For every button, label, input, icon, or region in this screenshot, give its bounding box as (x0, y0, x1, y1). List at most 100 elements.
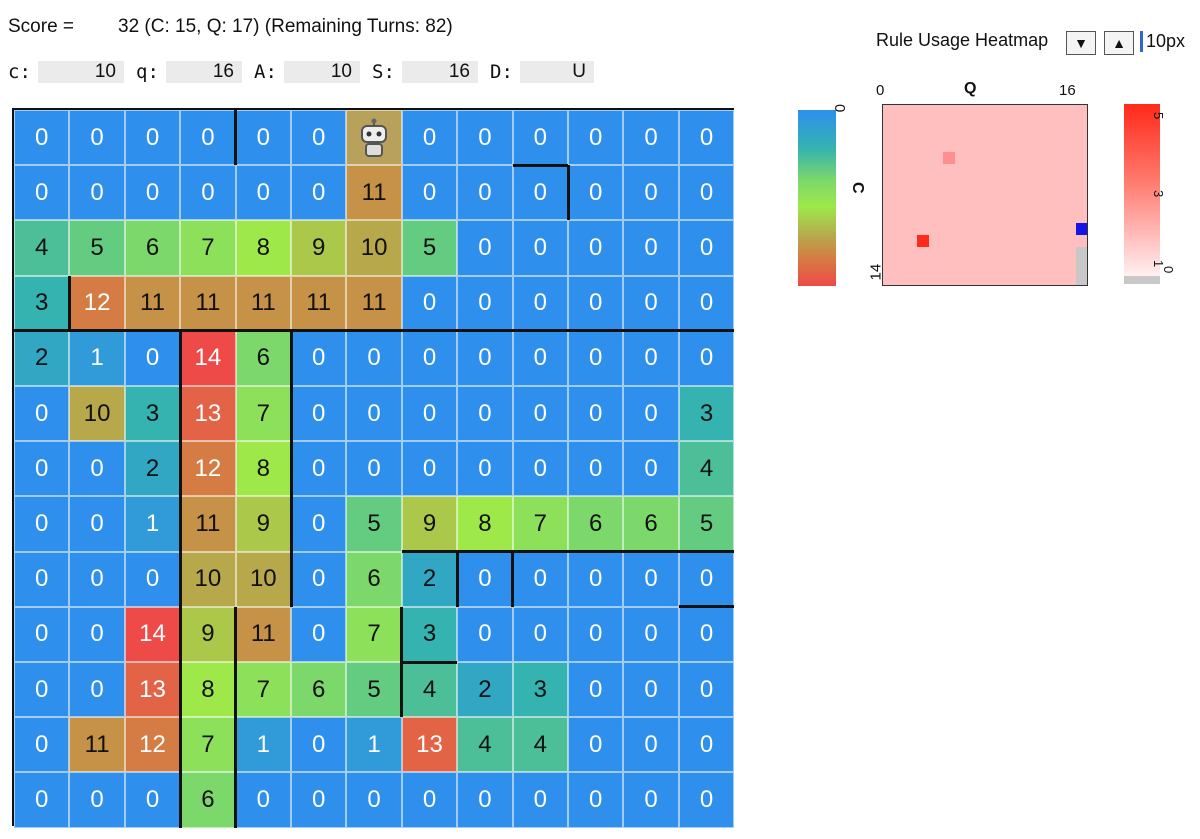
board-cell[interactable]: 13 (124, 662, 181, 718)
board-cell[interactable]: 0 (678, 330, 735, 386)
board-cell[interactable]: 1 (69, 330, 125, 386)
board-cell[interactable]: 6 (235, 330, 291, 386)
board-cell[interactable]: 2 (124, 441, 181, 497)
board-cell[interactable]: 0 (69, 165, 125, 221)
board-cell[interactable]: 0 (457, 441, 513, 497)
board-cell[interactable]: 0 (512, 330, 568, 386)
board-cell[interactable]: 0 (678, 165, 735, 221)
board-cell[interactable]: 0 (678, 220, 735, 276)
board-cell[interactable]: 0 (678, 551, 735, 607)
board-cell[interactable]: 0 (291, 110, 347, 166)
board-cell[interactable]: 0 (401, 330, 458, 386)
board-cell[interactable]: 0 (457, 386, 513, 442)
heatmap-size-input[interactable]: 10px (1140, 31, 1185, 52)
board-cell[interactable]: 11 (180, 275, 236, 331)
board-cell[interactable]: 0 (69, 662, 125, 718)
board-cell[interactable]: 0 (623, 606, 679, 662)
board-cell[interactable]: 0 (14, 662, 70, 718)
board-cell[interactable]: 0 (401, 386, 458, 442)
board-cell[interactable]: 0 (623, 441, 679, 497)
board-cell[interactable]: 0 (124, 551, 181, 607)
board-cell[interactable]: 9 (235, 496, 291, 552)
board-cell[interactable]: 7 (180, 220, 236, 276)
board-cell[interactable]: 0 (568, 662, 624, 718)
board-cell[interactable]: 0 (401, 441, 458, 497)
board-cell[interactable]: 0 (346, 386, 402, 442)
board-cell[interactable]: 0 (623, 772, 679, 828)
board-cell[interactable]: 0 (512, 551, 568, 607)
board-cell[interactable]: 11 (69, 717, 125, 773)
board-cell[interactable]: 0 (568, 220, 624, 276)
board-cell[interactable]: 11 (235, 606, 291, 662)
board-cell[interactable]: 0 (14, 606, 70, 662)
board-cell[interactable]: 0 (512, 275, 568, 331)
board-cell[interactable]: 12 (69, 275, 125, 331)
board-cell[interactable]: 0 (678, 275, 735, 331)
board-cell[interactable]: 0 (512, 386, 568, 442)
board-cell[interactable]: 5 (401, 220, 458, 276)
board-cell[interactable]: 14 (124, 606, 181, 662)
board-cell[interactable]: 13 (180, 386, 236, 442)
board-cell[interactable]: 0 (512, 220, 568, 276)
board-cell[interactable]: 0 (69, 441, 125, 497)
board-cell[interactable]: 11 (124, 275, 181, 331)
board-cell[interactable]: 0 (623, 110, 679, 166)
board-cell[interactable]: 0 (69, 496, 125, 552)
board-cell[interactable]: 0 (14, 441, 70, 497)
board-cell[interactable]: 11 (346, 275, 402, 331)
rule-usage-heatmap[interactable] (882, 104, 1088, 286)
board-cell[interactable]: 0 (14, 772, 70, 828)
board-cell[interactable]: 0 (623, 662, 679, 718)
board-cell[interactable]: 0 (14, 496, 70, 552)
board-cell[interactable]: 11 (346, 165, 402, 221)
board-cell[interactable]: 7 (512, 496, 568, 552)
board-cell[interactable]: 6 (346, 551, 402, 607)
param-d-field[interactable]: U (520, 61, 594, 83)
board-cell[interactable]: 12 (180, 441, 236, 497)
board-cell[interactable]: 0 (678, 662, 735, 718)
board-cell[interactable]: 4 (512, 717, 568, 773)
board-cell[interactable]: 11 (235, 275, 291, 331)
board-cell[interactable]: 0 (457, 165, 513, 221)
board-cell[interactable]: 8 (235, 441, 291, 497)
board-cell[interactable]: 0 (623, 551, 679, 607)
board-cell[interactable]: 4 (401, 662, 458, 718)
board-cell[interactable]: 1 (346, 717, 402, 773)
board-cell[interactable]: 0 (568, 330, 624, 386)
board-cell[interactable]: 5 (678, 496, 735, 552)
board-cell[interactable]: 1 (235, 717, 291, 773)
board-cell[interactable]: 3 (14, 275, 70, 331)
board-cell[interactable]: 7 (346, 606, 402, 662)
board-cell[interactable]: 4 (14, 220, 70, 276)
board-cell[interactable]: 0 (124, 330, 181, 386)
board-cell[interactable]: 8 (235, 220, 291, 276)
board-cell[interactable]: 14 (180, 330, 236, 386)
board-cell[interactable]: 0 (568, 441, 624, 497)
board-cell[interactable]: 0 (291, 606, 347, 662)
board-cell[interactable]: 6 (568, 496, 624, 552)
board-cell[interactable]: 0 (14, 551, 70, 607)
param-a-field[interactable]: 10 (284, 61, 360, 83)
board-cell[interactable]: 0 (457, 606, 513, 662)
board-cell[interactable]: 0 (235, 110, 291, 166)
board-cell[interactable]: 8 (457, 496, 513, 552)
board-cell[interactable]: 0 (457, 220, 513, 276)
board-cell[interactable]: 0 (678, 717, 735, 773)
board-cell[interactable]: 0 (291, 772, 347, 828)
board-cell[interactable]: 0 (235, 772, 291, 828)
board-cell[interactable]: 3 (678, 386, 735, 442)
board-cell[interactable]: 0 (346, 441, 402, 497)
board-cell[interactable]: 0 (678, 772, 735, 828)
board-cell[interactable]: 0 (457, 772, 513, 828)
board-cell[interactable]: 0 (291, 330, 347, 386)
board-cell[interactable]: 9 (291, 220, 347, 276)
board-cell[interactable] (346, 110, 402, 166)
board-cell[interactable]: 10 (180, 551, 236, 607)
board-cell[interactable]: 5 (346, 662, 402, 718)
board-cell[interactable]: 0 (512, 772, 568, 828)
board-cell[interactable]: 0 (401, 165, 458, 221)
board-cell[interactable]: 0 (124, 772, 181, 828)
board-cell[interactable]: 0 (291, 441, 347, 497)
board-cell[interactable]: 6 (124, 220, 181, 276)
board-cell[interactable]: 0 (623, 165, 679, 221)
